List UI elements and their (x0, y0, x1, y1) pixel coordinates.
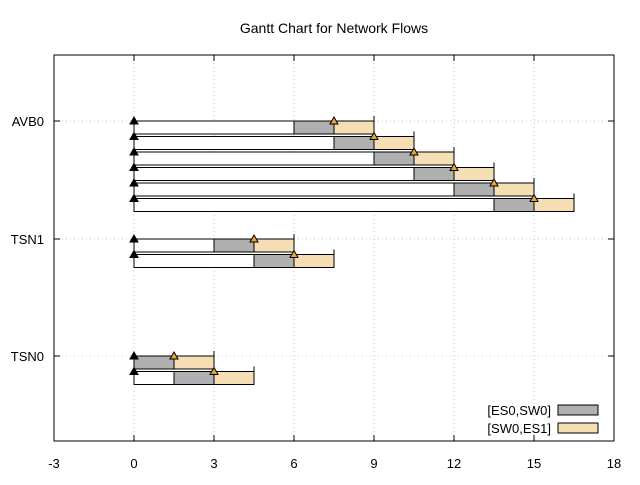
link-bar (213, 238, 255, 253)
hop-marker (409, 146, 419, 156)
link-bar (213, 371, 255, 385)
link-bar (253, 254, 295, 268)
link-bar (293, 254, 335, 268)
hop-marker (449, 162, 459, 171)
link-bar (373, 136, 415, 150)
y-category-label: TSN1 (11, 232, 44, 247)
release-marker (129, 233, 139, 243)
link-bar (293, 120, 335, 135)
hop-marker (289, 249, 299, 258)
hop-marker (329, 115, 339, 125)
legend-swatch (557, 404, 599, 416)
link-bar (413, 167, 455, 181)
hop-marker (249, 233, 259, 243)
release-marker (129, 249, 139, 258)
x-tick-label: 0 (130, 456, 137, 471)
link-bar (173, 355, 215, 370)
chart-title: Gantt Chart for Network Flows (240, 20, 428, 36)
x-tick-label: 9 (370, 456, 377, 471)
axis-layer: -3 0 3 6 9 12 15 18 AVB0 TSN1 TSN0 (11, 55, 621, 471)
release-marker (129, 193, 139, 202)
legend: [ES0,SW0] [SW0,ES1] (487, 403, 599, 436)
legend-swatch (557, 422, 599, 434)
release-marker (129, 131, 139, 140)
legend-label: [ES0,SW0] (487, 403, 551, 418)
link-bar (533, 198, 575, 212)
legend-label: [SW0,ES1] (487, 421, 551, 436)
release-marker (129, 350, 139, 360)
x-tick-label: 6 (290, 456, 297, 471)
link-bar (253, 238, 295, 253)
release-marker (129, 162, 139, 171)
x-tick-label: 3 (210, 456, 217, 471)
hop-marker (369, 131, 379, 140)
link-bar (413, 151, 455, 166)
link-bar (373, 151, 415, 166)
link-bar (493, 198, 535, 212)
link-bar (133, 355, 175, 370)
release-marker (129, 146, 139, 156)
x-tick-label: -3 (48, 456, 60, 471)
hop-marker (169, 350, 179, 360)
release-marker (129, 177, 139, 187)
y-category-label: TSN0 (11, 349, 44, 364)
link-bar (453, 167, 495, 181)
hop-marker (489, 177, 499, 187)
hop-marker (529, 193, 539, 202)
release-marker (129, 115, 139, 125)
link-bar (173, 371, 215, 385)
plot-frame (53, 54, 615, 442)
link-bar (333, 120, 375, 135)
x-tick-label: 18 (607, 456, 621, 471)
bars-layer (129, 115, 575, 385)
y-category-label: AVB0 (12, 114, 44, 129)
x-tick-label: 12 (447, 456, 461, 471)
link-bar (333, 136, 375, 150)
link-bar (493, 182, 535, 197)
x-tick-label: 15 (527, 456, 541, 471)
link-bar (453, 182, 495, 197)
hop-marker (209, 366, 219, 375)
release-marker (129, 366, 139, 375)
